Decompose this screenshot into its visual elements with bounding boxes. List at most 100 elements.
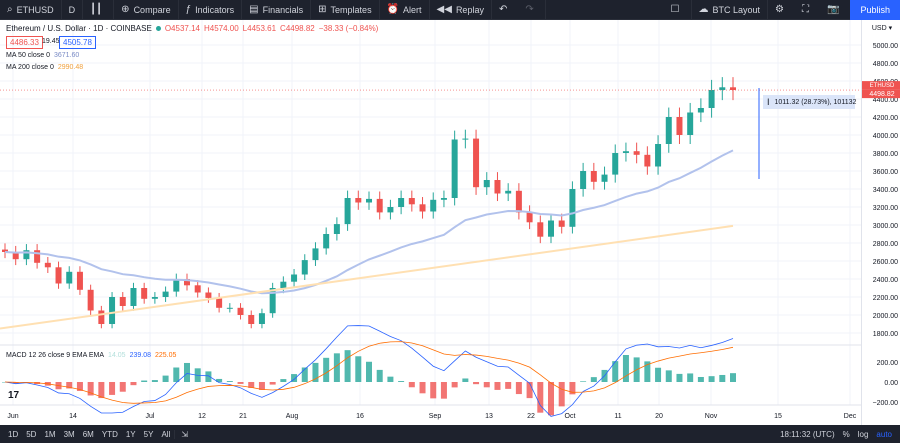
period-5d[interactable]: 5D [26,429,37,439]
candle [173,279,180,292]
period-3m[interactable]: 3M [63,429,75,439]
macd-hist-bar [151,380,158,382]
interval-button[interactable]: D [62,0,84,20]
macd-hist-bar [162,375,169,382]
financials-label: Financials [262,4,304,15]
candle [119,297,126,306]
undo-button[interactable]: ↶ [492,0,518,20]
time-tick-label: 14 [69,413,77,420]
snapshot-button[interactable]: 📷 [820,0,850,20]
redo-button[interactable]: ↷ [518,0,546,20]
candle [730,87,736,90]
period-all[interactable]: All [161,429,171,439]
replay-button[interactable]: ◀◀ Replay [430,0,492,20]
ma200-line [0,224,734,330]
log-toggle[interactable]: log [857,429,869,439]
right-toolbar-group: ☐ ☁ BTC Layout ⚙ ⛶ 📷 Publish [664,0,900,20]
price-tick-label: 4000.00 [873,133,898,140]
settings-button[interactable]: ⚙ [768,0,795,20]
candle [569,189,576,227]
clock-time[interactable]: 18:11:32 (UTC) [780,429,835,439]
macd-hist-bar [66,382,73,389]
chart-pane[interactable]: Jun 14 Jul 12 21 Aug 16 Sep 13 22 Oct 11 20 Nov 15 Dec 1… [0,20,861,425]
indicators-icon: ƒ [185,4,192,15]
period-5y[interactable]: 5Y [143,429,154,439]
templates-button[interactable]: ⊞ Templates [311,0,380,20]
financials-button[interactable]: ▤ Financials [242,0,312,20]
macd-tick-label: 0.00 [884,380,898,387]
ma50-legend[interactable]: MA 50 close 0 3671.60 [6,52,79,59]
interval-label: D [68,4,76,15]
period-1y[interactable]: 1Y [125,429,136,439]
price-axis[interactable]: 5000.004800.004600.004400.004200.004000.… [861,20,900,425]
redo-icon: ↷ [525,4,534,15]
chart-svg[interactable]: Jun 14 Jul 12 21 Aug 16 Sep 13 22 Oct 11 20 Nov 15 Dec 1… [0,20,861,425]
price-tick-label: 3000.00 [873,223,898,230]
macd-hist-bar [141,380,148,382]
fullscreen-layout-button[interactable]: ☐ [664,0,692,20]
market-status-dot [155,26,161,31]
price-tick-label: 4800.00 [873,61,898,68]
period-1d[interactable]: 1D [8,429,19,439]
price-tick-label: 3400.00 [873,187,898,194]
alert-button[interactable]: ⏰ Alert [380,0,430,20]
price-tick-label: 4200.00 [873,115,898,122]
candle [280,281,287,288]
candle [697,108,704,113]
candle [494,180,501,194]
ma50-line [4,149,734,295]
macd-hist-bar [419,382,426,394]
macd-hist-bar [355,356,362,382]
currency-label: USD ▾ [872,25,893,32]
candle [66,271,73,284]
time-tick-label: 13 [485,413,493,420]
candle [216,297,223,308]
alert-label: Alert [403,4,422,15]
ohlc-close: C4498.82 [280,24,315,33]
candle [55,267,62,284]
candle [590,171,597,182]
auto-toggle[interactable]: auto [876,429,892,439]
candle [376,198,383,213]
price-tick-label: 5000.00 [873,43,898,50]
symbol-label-bg [862,81,900,90]
ask-price-box[interactable]: 4505.78 [59,36,96,49]
macd-hist-bar [398,381,405,382]
period-6m[interactable]: 6M [82,429,94,439]
time-tick-label: Nov [705,413,718,420]
bottom-right-group: 18:11:32 (UTC) % log auto [780,430,900,439]
ohlc-low: L4453.61 [242,24,277,33]
candle [194,285,201,293]
period-1m[interactable]: 1M [44,429,56,439]
percent-toggle[interactable]: % [842,429,850,439]
signal-line [4,341,734,404]
search-icon: ⌕ [7,4,13,15]
time-tick-label: 16 [356,413,364,420]
period-ytd[interactable]: YTD [101,429,118,439]
candle [109,297,116,324]
bid-price-box[interactable]: 4486.33 [6,36,43,49]
chart-type-button[interactable]: ┃┃ [83,0,115,20]
indicators-button[interactable]: ƒ Indicators [179,0,243,20]
macd-hist-bar [408,382,415,388]
layout-button[interactable]: ☁ BTC Layout [692,0,769,20]
macd-hist-bar [569,382,576,395]
macd-hist-bar [344,350,351,382]
candle [622,151,629,153]
macd-hist-bar [98,382,105,399]
candle [665,117,672,144]
macd-hist-bar [590,377,597,382]
compare-button[interactable]: ⊕ Compare [114,0,179,20]
macd-label: MACD 12 26 close 9 EMA EMA [6,352,105,359]
publish-button[interactable]: Publish [850,0,900,20]
date-range-icon[interactable]: ⇲ [174,429,192,439]
symbol-search-button[interactable]: ⌕ ETHUSD [0,0,62,20]
candle [515,190,522,213]
candle [708,90,715,108]
macd-value: 239.08 [129,352,151,359]
ma200-legend[interactable]: MA 200 close 0 2990.48 [6,64,83,71]
fullscreen-button[interactable]: ⛶ [795,0,820,20]
candle [98,310,105,324]
macd-hist-bar [269,382,276,385]
macd-legend[interactable]: MACD 12 26 close 9 EMA EMA 14.05 239.08 225… [6,352,176,359]
